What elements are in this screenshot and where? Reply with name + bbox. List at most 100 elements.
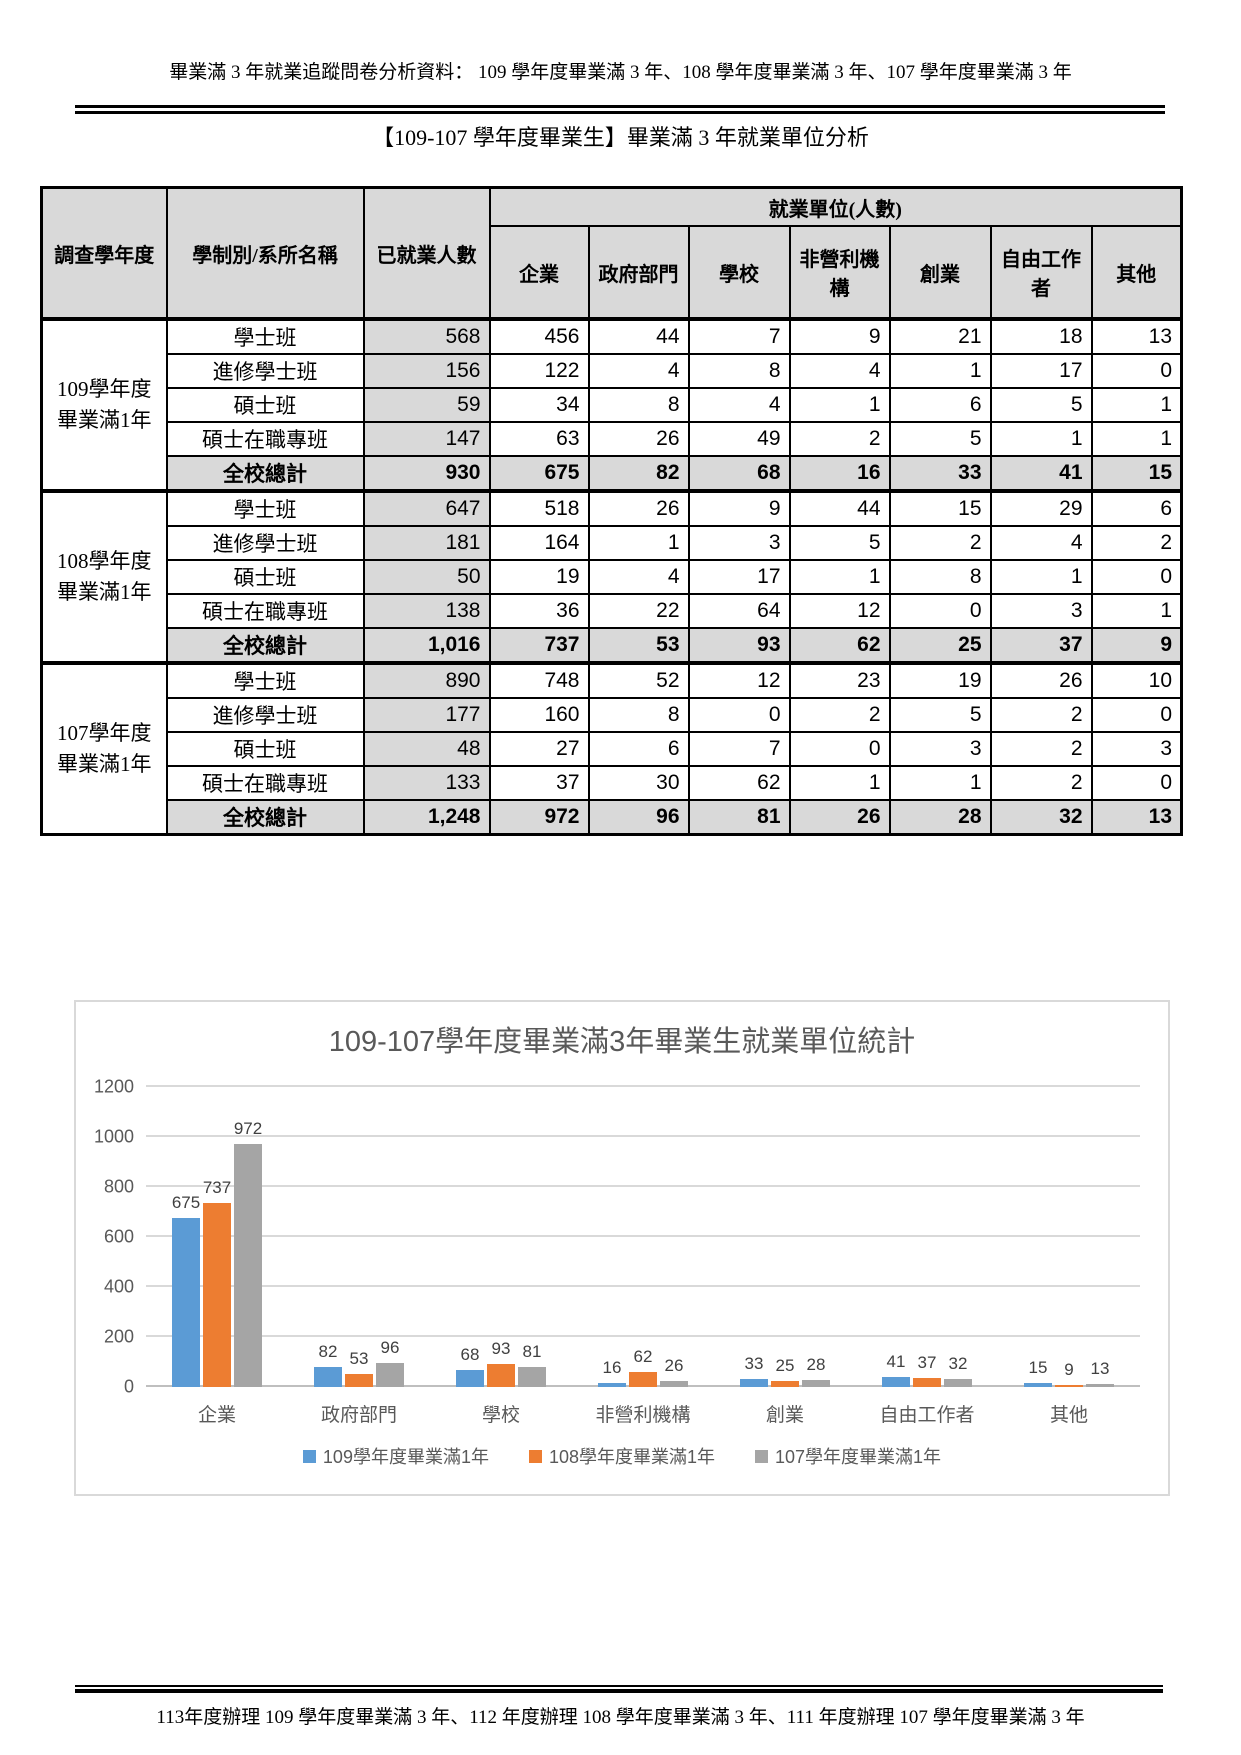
- gridline: [146, 1335, 1140, 1337]
- bar: 93: [487, 1339, 515, 1387]
- column-header-survey-year: 調查學年度: [40, 186, 168, 320]
- cell-employed: 568: [362, 317, 491, 355]
- bar-value-label: 25: [775, 1355, 795, 1375]
- cell-unit-count: 6: [587, 731, 690, 767]
- cell-survey-year: 108學年度畢業滿1年: [40, 489, 168, 664]
- cell-unit-count: 1: [788, 387, 891, 423]
- bar-group: 41 37 32: [882, 1087, 972, 1387]
- bar: 9: [1055, 1360, 1083, 1387]
- cell-unit-count: 19: [888, 661, 992, 699]
- legend-swatch: [528, 1449, 542, 1463]
- cell-unit-count: 2: [888, 525, 992, 561]
- cell-unit-count: 2: [788, 697, 891, 733]
- cell-unit-count: 1: [587, 525, 690, 561]
- cell-program: 進修學士班: [165, 525, 365, 561]
- cell-unit-count: 49: [687, 421, 791, 457]
- table-row: 進修學士班 181 164 1 3 5 2 4 2: [42, 525, 1183, 561]
- cell-unit-count: 9: [788, 317, 891, 355]
- bar-value-label: 93: [491, 1338, 511, 1358]
- cell-unit-count: 2: [989, 697, 1093, 733]
- table-row: 進修學士班 156 122 4 8 4 1 17 0: [42, 353, 1183, 389]
- column-header-unit: 自由工作者: [989, 225, 1093, 320]
- cell-unit-count: 4: [587, 353, 690, 389]
- column-header-unit: 其他: [1090, 225, 1183, 320]
- cell-total-label: 全校總計: [165, 455, 365, 492]
- cell-unit-count: 1: [888, 765, 992, 801]
- cell-program: 碩士在職專班: [165, 421, 365, 457]
- cell-unit-count: 96: [587, 799, 690, 836]
- cell-unit-count: 41: [989, 455, 1093, 492]
- cell-unit-count: 28: [888, 799, 992, 836]
- bar: 737: [203, 1178, 231, 1387]
- cell-unit-count: 1: [1090, 421, 1183, 457]
- cell-unit-count: 3: [888, 731, 992, 767]
- legend-item: 108學年度畢業滿1年: [528, 1443, 715, 1469]
- bar-value-label: 81: [522, 1341, 542, 1361]
- cell-unit-count: 44: [788, 489, 891, 527]
- bar: 62: [629, 1347, 657, 1387]
- cell-unit-count: 21: [888, 317, 992, 355]
- bar: 32: [944, 1354, 972, 1387]
- cell-unit-count: 0: [888, 593, 992, 629]
- y-tick-label: 800: [103, 1176, 134, 1197]
- cell-unit-count: 22: [587, 593, 690, 629]
- cell-unit-count: 0: [1090, 353, 1183, 389]
- cell-employed: 181: [362, 525, 491, 561]
- column-header-unit: 學校: [687, 225, 791, 320]
- bar-value-label: 68: [460, 1345, 480, 1364]
- cell-unit-count: 1: [788, 559, 891, 595]
- cell-unit-count: 15: [888, 489, 992, 527]
- cell-program: 碩士班: [165, 731, 365, 767]
- table-row: 碩士班 48 27 6 7 0 3 2 3: [42, 731, 1183, 767]
- bar: 972: [234, 1119, 262, 1387]
- cell-unit-count: 6: [888, 387, 992, 423]
- cell-unit-count: 1: [989, 559, 1093, 595]
- y-tick-label: 200: [103, 1326, 134, 1347]
- bar-value-label: 96: [380, 1338, 400, 1357]
- doc-header-note: 畢業滿 3 年就業追蹤問卷分析資料： 109 學年度畢業滿 3 年、108 學年…: [169, 62, 1072, 83]
- cell-unit-count: 26: [587, 421, 690, 457]
- cell-unit-count: 18: [989, 317, 1093, 355]
- cell-employed: 50: [362, 559, 491, 595]
- cell-unit-count: 164: [488, 525, 590, 561]
- gridline: [146, 1285, 1140, 1287]
- cell-unit-count: 17: [989, 353, 1093, 389]
- category-label: 政府部門: [320, 1405, 397, 1426]
- legend-item: 109學年度畢業滿1年: [302, 1443, 489, 1469]
- bar: 15: [1024, 1358, 1052, 1387]
- cell-employed: 133: [362, 765, 491, 801]
- cell-unit-count: 122: [488, 353, 590, 389]
- cell-unit-count: 0: [1090, 559, 1183, 595]
- cell-unit-count: 675: [488, 455, 590, 492]
- cell-program: 學士班: [165, 489, 365, 527]
- cell-employed: 147: [362, 421, 491, 457]
- cell-unit-count: 160: [488, 697, 590, 733]
- cell-unit-count: 2: [1090, 525, 1183, 561]
- column-header-unit: 政府部門: [587, 225, 690, 320]
- cell-program: 學士班: [165, 317, 365, 355]
- cell-unit-count: 64: [687, 593, 791, 629]
- bar-value-label: 32: [948, 1354, 968, 1373]
- cell-unit-count: 748: [488, 661, 590, 699]
- cell-unit-count: 7: [687, 731, 791, 767]
- bar-group: 15 9 13: [1024, 1087, 1114, 1387]
- cell-unit-count: 37: [989, 627, 1093, 664]
- table-row: 碩士班 59 34 8 4 1 6 5 1: [42, 387, 1183, 423]
- cell-unit-count: 23: [788, 661, 891, 699]
- table-row: 108學年度畢業滿1年 學士班 647 518 26 9 44 15 29 6: [40, 489, 1183, 664]
- cell-employed: 138: [362, 593, 491, 629]
- bar-value-label: 675: [171, 1193, 201, 1213]
- page-title: 【109-107 學年度畢業生】畢業滿 3 年就業單位分析: [372, 125, 869, 150]
- cell-unit-count: 62: [788, 627, 891, 664]
- bar: 13: [1086, 1359, 1114, 1387]
- cell-survey-year: 109學年度畢業滿1年: [40, 317, 168, 492]
- bar: 28: [802, 1355, 830, 1387]
- bar-value-label: 15: [1028, 1358, 1048, 1378]
- cell-employed: 48: [362, 731, 491, 767]
- chart-category-axis: 企業 政府部門 學校 非營利機構 創業 自由工作者 其他: [146, 1400, 1140, 1427]
- cell-unit-count: 36: [488, 593, 590, 629]
- gridline: [146, 1085, 1140, 1087]
- bar-value-label: 53: [349, 1348, 369, 1368]
- bar-value-label: 16: [602, 1358, 622, 1377]
- bar-group: 68 93 81: [456, 1087, 546, 1387]
